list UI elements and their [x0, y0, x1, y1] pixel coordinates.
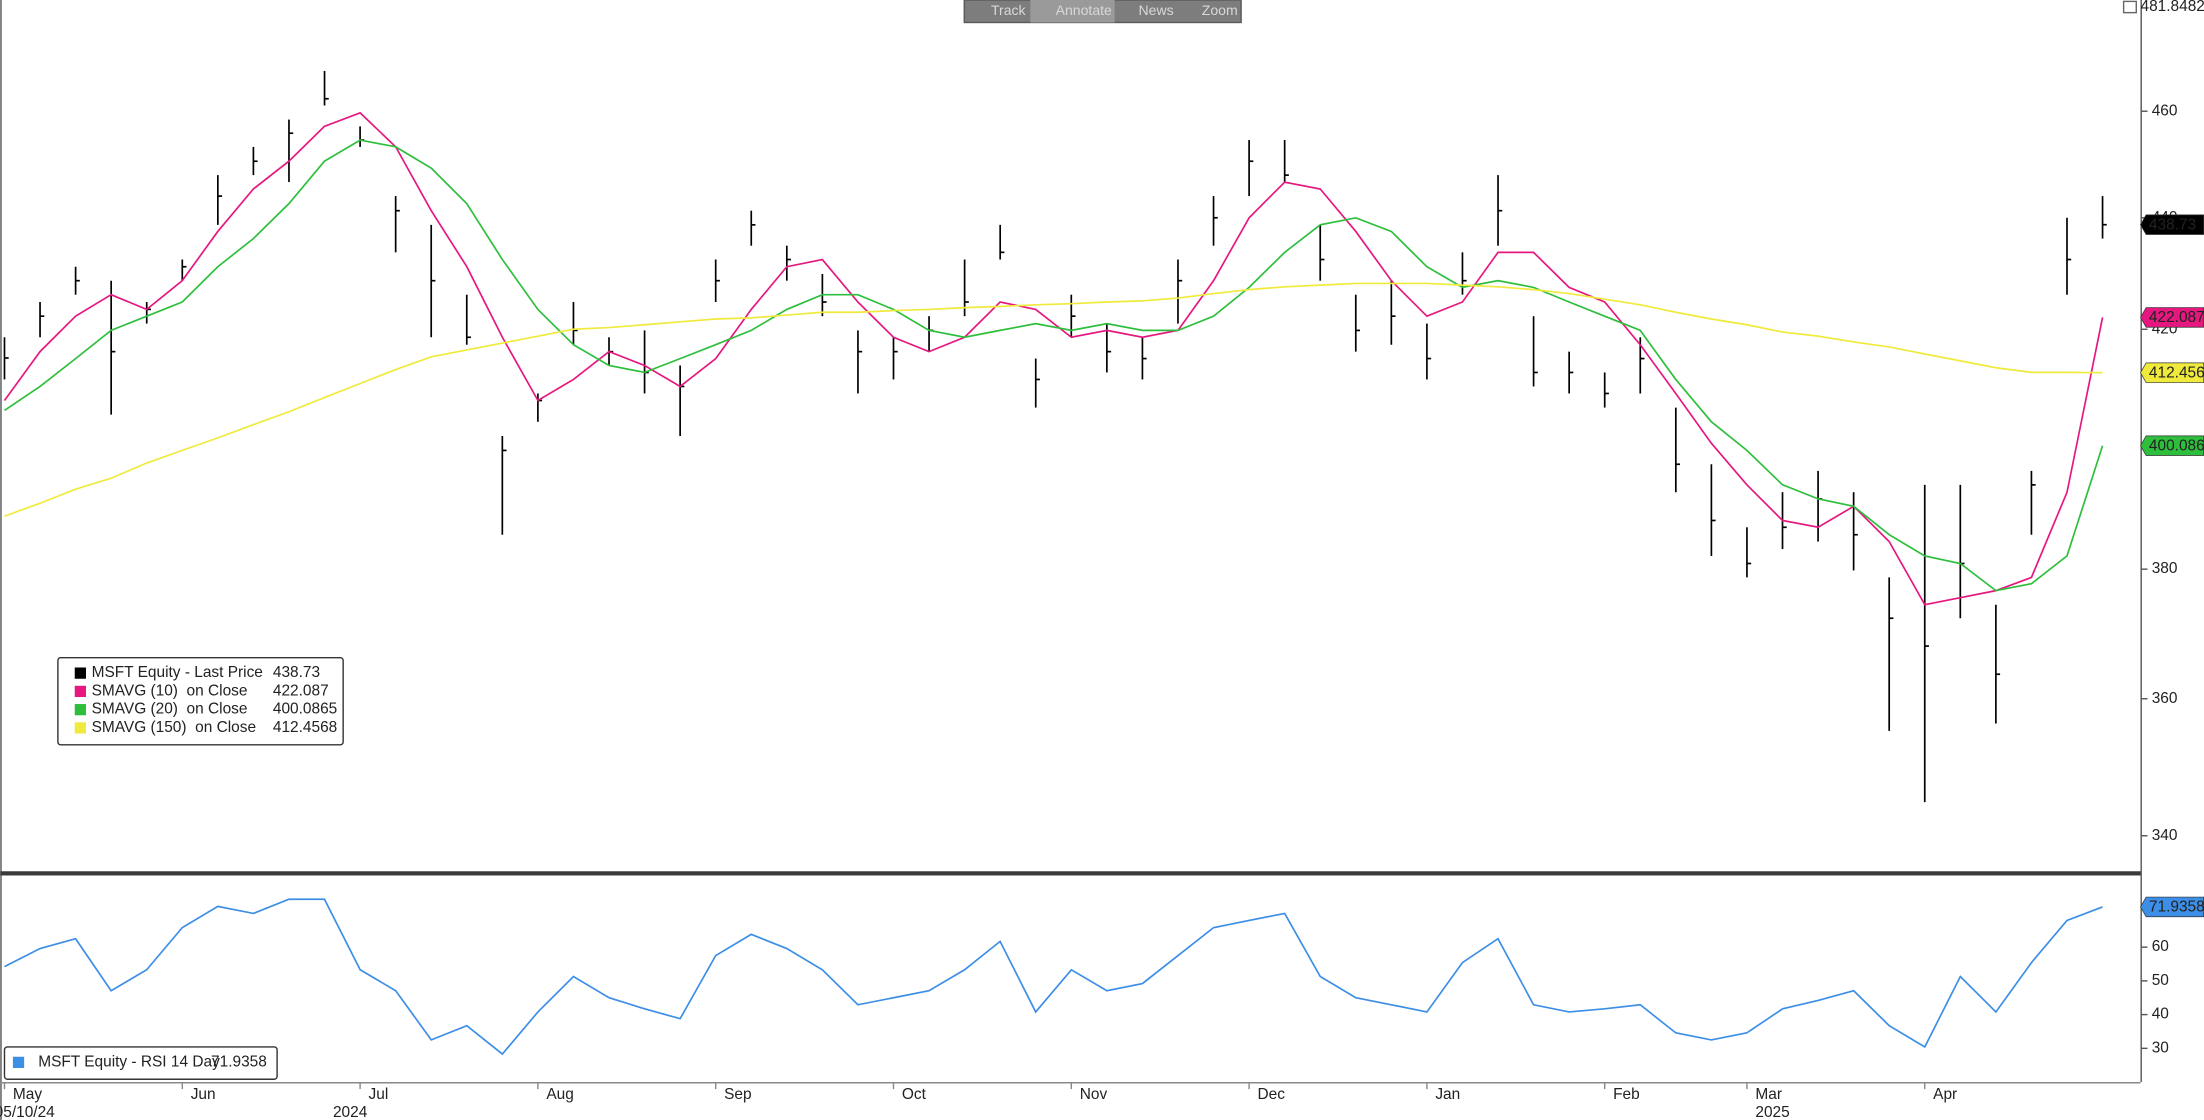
last-value-label: 412.456 [2149, 364, 2204, 381]
x-tick-label: Feb [1613, 1086, 1640, 1103]
last-value-label: 400.086 [2149, 437, 2204, 454]
x-year-label: 2024 [333, 1104, 368, 1120]
legend-label: MSFT Equity - RSI 14 Day [38, 1053, 220, 1070]
moving-average-line [4, 139, 2104, 592]
y-tick-label: 460 [2152, 102, 2178, 119]
legend-swatch [74, 685, 86, 698]
y-tick-label: 60 [2152, 938, 2169, 955]
legend-value: 412.4568 [273, 719, 337, 736]
calc-icon[interactable] [2122, 0, 2137, 14]
x-tick-label: Jan [1435, 1086, 1460, 1103]
last-value-label: 438.73 [2149, 216, 2196, 233]
button-label: Track [991, 2, 1027, 18]
legend-box [57, 656, 344, 746]
legend-box [3, 1046, 278, 1080]
y-tick-label: 50 [2152, 972, 2169, 989]
x-tick-label: Apr [1933, 1086, 1957, 1103]
y-tick-label: 340 [2152, 827, 2178, 844]
annotate-button[interactable]: Annotate [1056, 2, 1112, 18]
rsi-line [4, 898, 2103, 1056]
legend-swatch [74, 667, 86, 679]
news-button[interactable]: News [1139, 2, 1174, 18]
y-tick-label: 40 [2152, 1006, 2169, 1023]
x-tick-label: Oct [902, 1086, 927, 1103]
legend-value: 422.087 [273, 682, 329, 699]
legend-swatch [74, 704, 86, 716]
moving-average-line [4, 282, 2103, 517]
x-tick-label: Jun [191, 1086, 216, 1103]
y-tick-label: 360 [2152, 690, 2178, 707]
button-label: News [1139, 2, 1174, 18]
last-value-label: 71.9358 [2149, 899, 2204, 916]
legend-value: 400.0865 [273, 701, 337, 718]
panel-separator [0, 871, 2141, 876]
x-tick-label: Nov [1080, 1086, 1108, 1103]
axis-max-label: 481.8482 [2140, 0, 2204, 15]
legend-swatch [12, 1056, 25, 1069]
y-tick-label: 380 [2152, 560, 2178, 577]
legend-label: MSFT Equity - Last Price [92, 664, 263, 681]
legend-label: SMAVG (20) on Close [92, 701, 248, 718]
x-tick-label: Jul [369, 1086, 389, 1103]
toolbar: Track Annotate News Zoom [963, 0, 1242, 24]
track-button[interactable]: Track [991, 2, 1027, 18]
x-tick-label: Dec [1258, 1086, 1286, 1103]
legend-value: 71.9358 [211, 1053, 267, 1070]
x-year-label: 2025 [1755, 1104, 1789, 1120]
x-tick-label: Mar [1755, 1086, 1782, 1103]
last-value-label: 422.087 [2149, 309, 2204, 326]
legend-label: SMAVG (150) on Close [92, 719, 256, 736]
x-tick-label: Sep [724, 1086, 751, 1103]
moving-average-line [3, 111, 2104, 606]
x-tick-label: Aug [546, 1086, 573, 1103]
legend-swatch [74, 722, 86, 734]
legend-value: 438.73 [273, 664, 320, 681]
toolbar-active [1030, 0, 1115, 23]
x-year-label: 05/10/24 [0, 1104, 55, 1120]
legend-label: SMAVG (10) on Close [92, 682, 248, 699]
x-tick-label: May [13, 1086, 42, 1103]
button-label: Annotate [1056, 2, 1112, 18]
zoom-button[interactable]: Zoom [1202, 2, 1238, 18]
y-tick-label: 30 [2152, 1039, 2169, 1056]
button-label: Zoom [1202, 2, 1238, 18]
